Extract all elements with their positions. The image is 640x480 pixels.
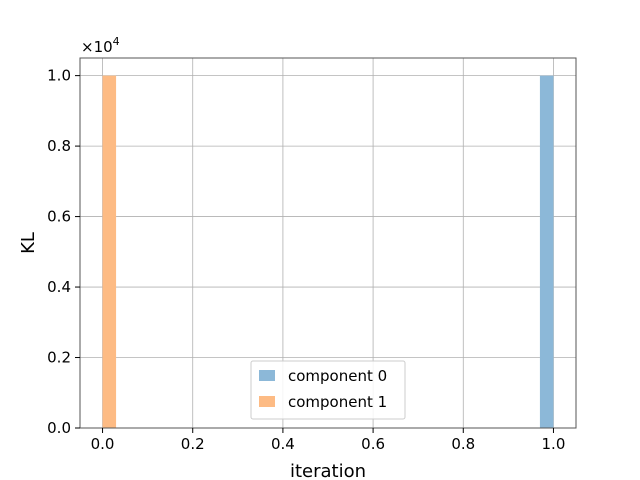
legend-label: component 0 (288, 367, 387, 385)
bars (102, 75, 554, 428)
y-tick-label: 0.2 (47, 349, 71, 367)
legend-swatch (259, 370, 275, 381)
y-tick-label: 0.4 (47, 278, 71, 296)
bar (102, 75, 117, 428)
y-axis-label: KL (18, 232, 39, 254)
y-offset-label: ×104 (81, 35, 120, 56)
legend: component 0 component 1 (250, 360, 406, 420)
plot-frame (79, 57, 577, 429)
legend-label: component 1 (288, 393, 387, 411)
y-tick-label: 1.0 (47, 67, 71, 85)
y-axis: 0.0 0.2 0.4 0.6 0.8 1.0 (47, 67, 80, 437)
x-tick-label: 1.0 (542, 435, 566, 453)
legend-frame (250, 360, 406, 420)
legend-swatch (259, 396, 275, 407)
x-tick-label: 0.2 (181, 435, 205, 453)
x-axis-label: iteration (290, 461, 366, 480)
x-tick-label: 0.0 (91, 435, 115, 453)
y-tick-label: 0.0 (47, 419, 71, 437)
x-tick-label: 0.4 (271, 435, 295, 453)
x-tick-label: 0.6 (361, 435, 385, 453)
bar (539, 75, 554, 428)
x-tick-label: 0.8 (451, 435, 475, 453)
x-axis: 0.0 0.2 0.4 0.6 0.8 1.0 (91, 428, 566, 453)
y-tick-label: 0.8 (47, 137, 71, 155)
y-tick-label: 0.6 (47, 208, 71, 226)
